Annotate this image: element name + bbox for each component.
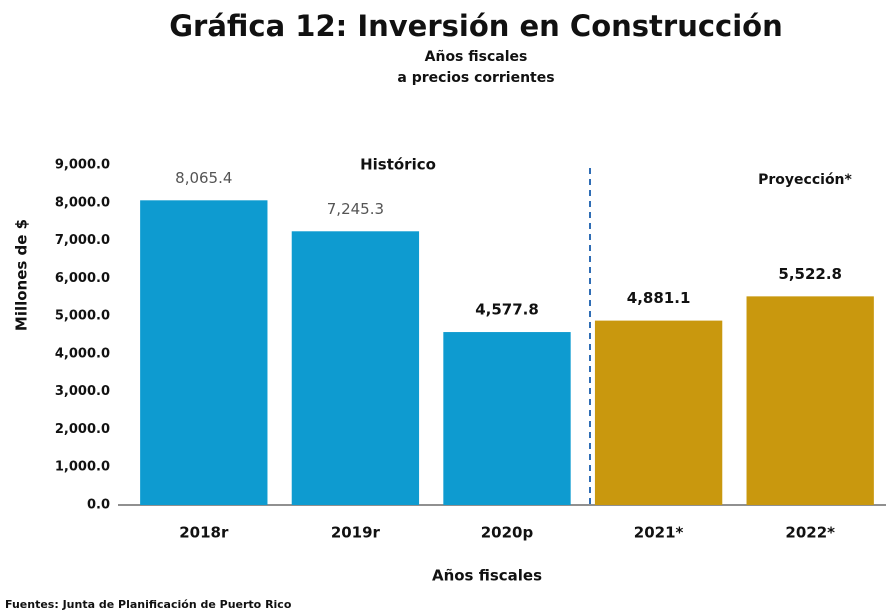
y-tick-label: 5,000.0 [55,309,110,324]
y-axis-label: Millones de $ [13,219,31,331]
value-label: 4,881.1 [627,289,691,307]
y-tick-label: 4,000.0 [55,346,110,361]
source: Fuentes: Junta de Planificación de Puert… [5,598,292,611]
value-label: 8,065.4 [175,169,232,187]
x-tick-label: 2021* [634,524,684,542]
x-tick-label: 2018r [179,524,229,542]
y-tick-label: 2,000.0 [55,422,110,437]
subtitle: Años fiscales [425,49,528,65]
annotation: Histórico [360,156,436,174]
y-tick-label: 3,000.0 [55,384,110,399]
value-label: 4,577.8 [475,301,539,319]
bar [140,200,268,505]
bar [291,231,420,505]
subtitle: a precios corrientes [397,70,554,86]
bar [443,332,571,505]
y-tick-label: 0.0 [87,498,110,513]
x-tick-label: 2020p [481,524,534,542]
y-tick-label: 8,000.0 [55,195,110,210]
x-axis-label: Años fiscales [432,567,542,585]
value-label: 7,245.3 [327,200,384,218]
value-label: 5,522.8 [778,265,842,283]
chart-title: Gráfica 12: Inversión en Construcción [169,9,782,43]
annotation: Proyección* [758,172,852,188]
y-tick-label: 9,000.0 [55,158,110,173]
bar [594,320,723,505]
y-tick-label: 7,000.0 [55,233,110,248]
y-tick-label: 6,000.0 [55,271,110,286]
x-tick-label: 2019r [331,524,381,542]
y-tick-label: 1,000.0 [55,460,110,475]
bar [746,296,874,505]
x-tick-label: 2022* [785,524,835,542]
